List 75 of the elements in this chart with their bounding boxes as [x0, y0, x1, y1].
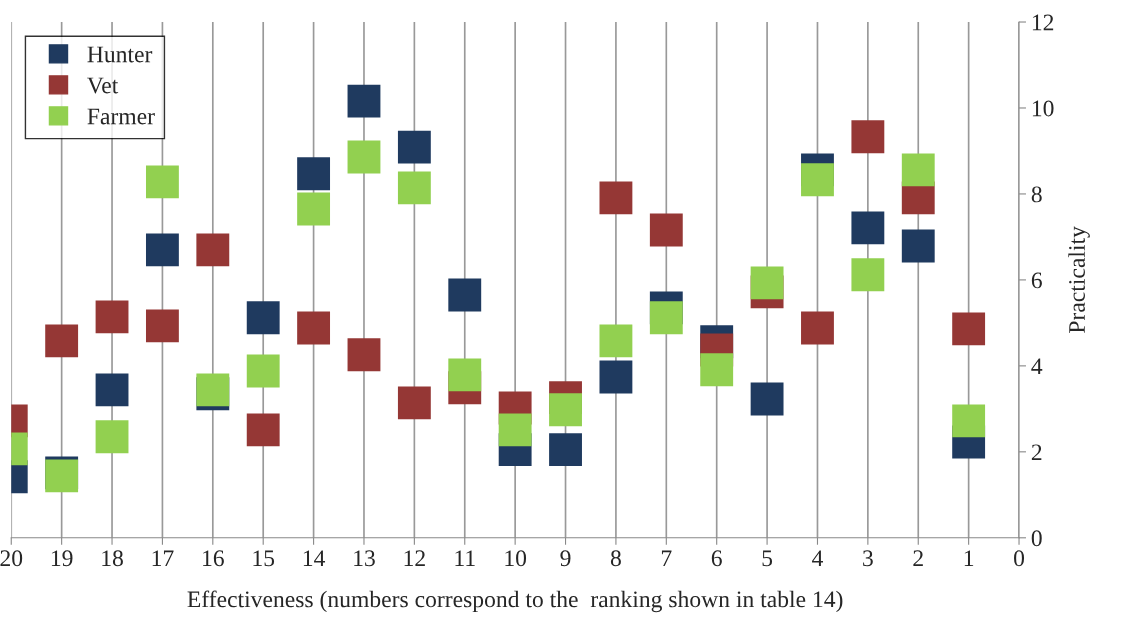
x-tick-label: 18: [102, 550, 123, 567]
x-tick-label: 14: [303, 550, 326, 566]
x-tick-label: 3: [863, 550, 873, 567]
point: [851, 258, 885, 292]
point: [851, 120, 885, 154]
x-tick-label: 12: [404, 550, 425, 566]
point: [599, 324, 633, 358]
x-tick-label: 17: [152, 550, 174, 566]
x-tick-label: 16: [203, 550, 224, 567]
point: [246, 413, 280, 447]
y-tick-label: 4: [1031, 358, 1043, 375]
x-tick-label: 0: [1014, 550, 1025, 567]
point: [750, 266, 784, 300]
x-tick-label: 6: [711, 550, 722, 567]
x-tick-label: 19: [51, 550, 73, 567]
point: [145, 309, 179, 343]
point: [801, 163, 834, 197]
legend-label: Farmer: [87, 108, 155, 125]
point: [448, 278, 482, 312]
x-tick-label: 10: [505, 550, 527, 567]
point: [952, 312, 986, 346]
x-tick-label: 20: [0, 550, 23, 567]
point: [599, 360, 633, 394]
point: [700, 353, 734, 387]
x-tick-label: 11: [455, 550, 475, 566]
point: [498, 413, 532, 447]
point: [649, 301, 683, 335]
point: [901, 153, 935, 187]
x-axis-title: Effectiveness (numbers correspond to the ranking shown in table 14): [187, 590, 843, 613]
x-tick-label: 8: [610, 550, 621, 567]
point: [397, 386, 431, 420]
x-tick-label: 5: [762, 550, 773, 567]
point: [750, 382, 784, 416]
point: [952, 404, 986, 438]
x-tick-label: 1: [964, 550, 974, 566]
x-tick-label: 9: [560, 550, 571, 567]
point: [851, 211, 885, 245]
y-axis-title: Practicality: [1068, 226, 1090, 333]
point: [549, 393, 582, 427]
x-tick-label: 7: [661, 550, 672, 566]
point: [448, 358, 482, 392]
point: [901, 229, 935, 263]
point: [297, 311, 331, 345]
point: [95, 373, 129, 407]
y-tick-label: 8: [1031, 186, 1042, 203]
y-tick-label: 2: [1031, 444, 1042, 461]
x-tick-label: 4: [812, 550, 824, 566]
point: [297, 157, 331, 191]
point: [649, 213, 683, 247]
y-tick-label: 0: [1031, 530, 1042, 547]
point: [145, 233, 179, 267]
point: [599, 181, 633, 215]
point: [45, 324, 79, 358]
point: [549, 433, 582, 467]
point: [801, 311, 834, 345]
point: [297, 192, 331, 226]
point: [95, 300, 129, 334]
point: [246, 301, 280, 335]
legend-label: Vet: [87, 77, 119, 94]
point: [95, 420, 129, 454]
x-tick-label: 15: [253, 550, 275, 567]
y-tick-label: 6: [1031, 272, 1042, 289]
legend-label: Hunter: [87, 46, 153, 63]
point: [347, 84, 381, 118]
point: [145, 165, 179, 199]
point: [347, 338, 381, 372]
x-tick-label: 13: [354, 550, 375, 567]
point: [246, 354, 280, 388]
point: [196, 233, 230, 267]
point: [397, 171, 431, 205]
x-tick-label: 2: [913, 550, 923, 566]
y-tick-label: 10: [1032, 100, 1054, 117]
point: [347, 140, 381, 174]
y-tick-label: 12: [1032, 14, 1054, 31]
point: [397, 130, 431, 164]
